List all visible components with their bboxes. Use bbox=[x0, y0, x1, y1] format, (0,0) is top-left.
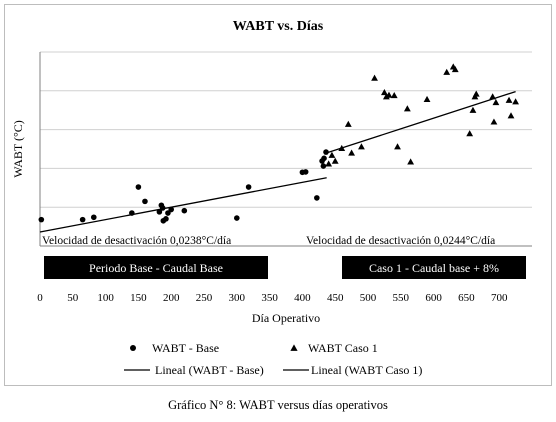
banner-caso1-bg bbox=[342, 256, 526, 279]
data-point-caso1 bbox=[507, 112, 515, 119]
data-point-caso1 bbox=[331, 157, 339, 164]
data-point-base bbox=[245, 184, 252, 190]
x-axis-label: Día Operativo bbox=[252, 311, 320, 325]
data-point-base bbox=[79, 216, 86, 223]
chart-title: WABT vs. Días bbox=[233, 19, 324, 34]
data-point-caso1 bbox=[344, 120, 352, 127]
data-point-base bbox=[129, 210, 135, 216]
annotation-base-rate: Velocidad de desactivación 0,0238°C/día bbox=[42, 235, 231, 247]
data-point-caso1 bbox=[443, 68, 451, 75]
chart-frame bbox=[4, 4, 552, 386]
data-point-base bbox=[320, 163, 327, 169]
data-point-caso1 bbox=[451, 66, 459, 73]
legend-marker-base bbox=[130, 345, 136, 351]
data-point-caso1 bbox=[512, 98, 519, 105]
data-point-caso1 bbox=[466, 130, 474, 137]
x-tick-label: 350 bbox=[261, 292, 278, 304]
data-point-caso1 bbox=[469, 106, 477, 113]
data-point-base bbox=[90, 214, 97, 221]
data-point-base bbox=[181, 207, 188, 214]
trendline bbox=[39, 177, 327, 233]
data-point-caso1 bbox=[390, 92, 398, 99]
data-point-caso1 bbox=[394, 143, 401, 150]
annotation-caso1-rate: Velocidad de desactivación 0,0244°C/día bbox=[306, 235, 495, 247]
data-point-base bbox=[135, 184, 142, 190]
data-point-caso1 bbox=[385, 91, 393, 98]
data-point-caso1 bbox=[489, 93, 497, 100]
legend-marker-caso1 bbox=[290, 344, 298, 351]
data-point-base bbox=[163, 216, 169, 222]
banner-base-bg bbox=[44, 256, 268, 279]
figure-caption: Gráfico N° 8: WABT versus días operativo… bbox=[168, 398, 388, 412]
y-axis-label: WABT (°C) bbox=[11, 120, 25, 178]
x-tick-label: 100 bbox=[97, 292, 114, 304]
data-point-caso1 bbox=[423, 95, 431, 103]
data-point-base bbox=[165, 210, 171, 216]
banner-base-label: Periodo Base - Caudal Base bbox=[89, 261, 223, 275]
legend-label-trend-base: Lineal (WABT - Base) bbox=[155, 363, 264, 377]
data-point-caso1 bbox=[348, 149, 355, 156]
legend-label-base: WABT - Base bbox=[152, 341, 219, 355]
data-point-base bbox=[302, 169, 309, 175]
x-tick-label: 400 bbox=[294, 292, 311, 304]
data-point-base bbox=[314, 195, 320, 201]
data-point-caso1 bbox=[358, 143, 365, 150]
data-point-base bbox=[159, 205, 166, 211]
data-point-base bbox=[323, 149, 329, 155]
trendline bbox=[326, 90, 516, 154]
data-point-base bbox=[38, 216, 45, 223]
data-point-caso1 bbox=[492, 99, 500, 106]
data-point-base bbox=[234, 215, 240, 221]
legend-label-caso1: WABT Caso 1 bbox=[308, 341, 378, 355]
x-tick-label: 150 bbox=[130, 292, 147, 304]
data-point-caso1 bbox=[381, 88, 388, 96]
banner-caso1-label: Caso 1 - Caudal base + 8% bbox=[369, 261, 499, 275]
data-point-caso1 bbox=[338, 144, 346, 151]
data-point-caso1 bbox=[328, 151, 336, 158]
x-tick-label: 50 bbox=[67, 292, 79, 304]
x-tick-label: 200 bbox=[163, 292, 180, 304]
data-point-base bbox=[168, 206, 174, 213]
x-tick-label: 300 bbox=[229, 292, 246, 304]
x-tick-label: 550 bbox=[393, 292, 410, 304]
data-point-base bbox=[142, 198, 148, 205]
data-point-caso1 bbox=[403, 105, 411, 112]
x-tick-label: 500 bbox=[360, 292, 377, 304]
data-point-caso1 bbox=[472, 90, 480, 97]
data-point-caso1 bbox=[505, 96, 513, 103]
legend-label-trend-caso1: Lineal (WABT Caso 1) bbox=[311, 363, 422, 377]
data-point-caso1 bbox=[407, 158, 415, 165]
x-tick-label: 700 bbox=[491, 292, 508, 304]
data-point-caso1 bbox=[325, 160, 333, 167]
x-tick-label: 650 bbox=[458, 292, 475, 304]
x-tick-label: 0 bbox=[37, 292, 43, 304]
x-tick-label: 600 bbox=[425, 292, 442, 304]
x-tick-label: 450 bbox=[327, 292, 344, 304]
data-point-base bbox=[321, 155, 327, 162]
data-point-caso1 bbox=[490, 118, 498, 125]
data-point-caso1 bbox=[382, 93, 390, 100]
x-tick-label: 250 bbox=[196, 292, 213, 304]
data-point-caso1 bbox=[371, 74, 378, 81]
data-point-base bbox=[156, 209, 163, 215]
